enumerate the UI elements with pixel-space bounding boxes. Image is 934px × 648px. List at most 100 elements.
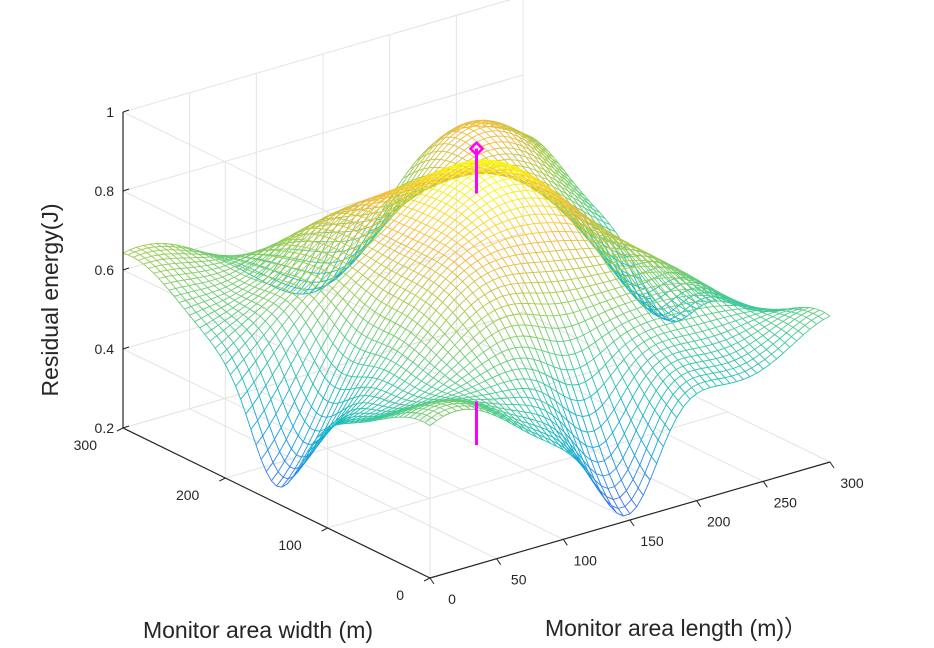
mesh-line — [432, 188, 438, 191]
mesh-line — [482, 162, 490, 166]
mesh-line — [202, 309, 209, 316]
mesh-line — [536, 169, 543, 174]
mesh-line — [391, 197, 399, 204]
mesh-line — [524, 174, 531, 181]
mesh-line — [483, 386, 491, 390]
mesh-line — [459, 185, 467, 192]
mesh-line — [503, 246, 511, 250]
mesh-line — [402, 345, 410, 355]
mesh-line — [267, 449, 274, 463]
mesh-line — [510, 380, 517, 390]
mesh-line — [522, 253, 529, 264]
mesh-line — [311, 267, 320, 275]
mesh-line — [506, 193, 513, 202]
mesh-line — [518, 197, 526, 200]
mesh-line — [441, 352, 449, 361]
mesh-line — [353, 251, 362, 259]
mesh-line — [395, 322, 401, 327]
mesh-line — [425, 345, 432, 351]
mesh-line — [467, 330, 474, 339]
mesh-line — [384, 412, 391, 415]
mesh-line — [212, 289, 220, 293]
mesh-line — [465, 400, 472, 403]
mesh-line — [396, 273, 402, 277]
mesh-line — [439, 320, 447, 329]
mesh-line — [335, 410, 343, 422]
mesh-line — [393, 220, 400, 224]
mesh-line — [433, 170, 439, 174]
mesh-line — [261, 306, 268, 311]
mesh-line — [500, 360, 508, 365]
mesh-line — [385, 415, 391, 418]
mesh-line — [161, 263, 169, 266]
mesh-line — [347, 345, 356, 360]
mesh-line — [530, 336, 537, 339]
mesh-line — [214, 259, 221, 264]
mesh-line — [159, 249, 167, 251]
mesh-line — [262, 269, 270, 276]
mesh-line — [437, 341, 444, 348]
mesh-line — [370, 352, 376, 356]
mesh-line — [498, 238, 506, 242]
mesh-line — [190, 277, 198, 280]
mesh-line — [486, 172, 492, 178]
mesh-line — [269, 413, 277, 426]
mesh-line — [536, 141, 543, 148]
mesh-line — [411, 273, 419, 282]
mesh-line — [330, 349, 339, 364]
mesh-line — [440, 151, 448, 160]
mesh-line — [509, 413, 517, 417]
mesh-line — [475, 395, 482, 400]
mesh-line — [351, 232, 359, 239]
mesh-line — [530, 163, 537, 171]
mesh-line — [492, 279, 499, 289]
mesh-line — [474, 202, 481, 209]
mesh-line — [496, 179, 504, 183]
mesh-line — [490, 160, 497, 163]
mesh-line — [560, 186, 567, 195]
mesh-line — [426, 224, 432, 228]
mesh-line — [519, 154, 527, 158]
mesh-line — [400, 358, 409, 368]
mesh-line — [390, 203, 398, 211]
mesh-line — [430, 349, 437, 356]
mesh-line — [405, 186, 413, 193]
mesh-line — [160, 269, 168, 272]
mesh-line — [261, 276, 269, 283]
mesh-line — [538, 148, 545, 156]
mesh-line — [436, 384, 444, 390]
mesh-line — [469, 123, 476, 126]
mesh-line — [424, 386, 432, 393]
mesh-line — [412, 319, 418, 324]
mesh-line — [325, 288, 333, 297]
mesh-line — [229, 374, 237, 387]
mesh-line — [358, 351, 366, 365]
mesh-line — [382, 281, 391, 290]
mesh-line — [442, 294, 450, 303]
mesh-line — [400, 325, 406, 330]
mesh-line — [438, 245, 446, 253]
mesh-line — [274, 264, 282, 272]
mesh-line — [468, 396, 475, 401]
mesh-line — [271, 306, 280, 315]
mesh-line — [250, 342, 258, 352]
mesh-line — [250, 420, 258, 430]
mesh-line — [488, 224, 496, 230]
mesh-line — [437, 289, 445, 299]
mesh-line — [473, 127, 481, 132]
mesh-line — [213, 285, 220, 291]
mesh-line — [491, 330, 499, 336]
mesh-line — [214, 341, 223, 349]
mesh-line — [301, 281, 307, 290]
mesh-line — [386, 295, 394, 306]
mesh-line — [454, 344, 461, 352]
mesh-line — [546, 183, 554, 188]
mesh-line — [341, 249, 349, 252]
mesh-line — [300, 306, 308, 316]
mesh-line — [322, 217, 330, 224]
mesh-line — [477, 162, 483, 166]
mesh-line — [200, 289, 207, 295]
mesh-line — [409, 257, 416, 262]
mesh-line — [377, 404, 384, 407]
mesh-line — [266, 277, 274, 284]
